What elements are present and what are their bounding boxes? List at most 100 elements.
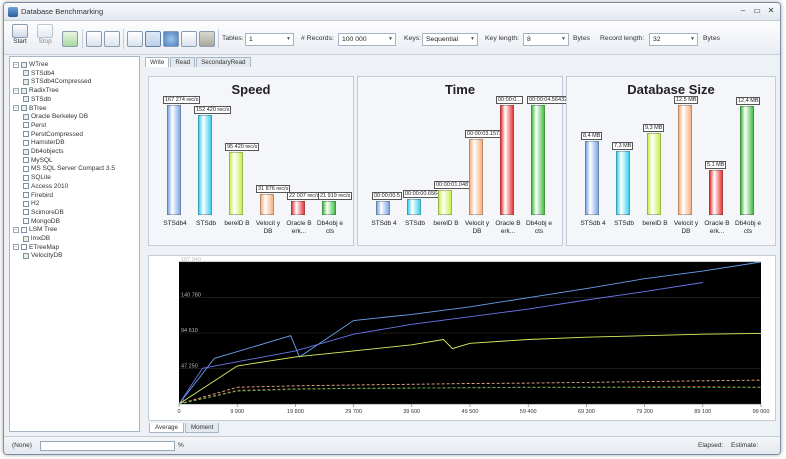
tree-node[interactable]: − WTree [13, 60, 48, 69]
tree-checkbox[interactable] [23, 122, 29, 129]
tree-node[interactable]: STSdb4Compressed [23, 77, 91, 86]
tree-node[interactable]: MySQL [23, 156, 53, 165]
percent-label: % [178, 442, 184, 449]
tree-checkbox[interactable] [21, 105, 27, 111]
tree-node[interactable]: − LSM Tree [13, 225, 57, 234]
tables-select[interactable]: 1 ▼ [245, 33, 294, 46]
tree-node[interactable]: HamsterDB [23, 138, 65, 147]
bar [167, 105, 181, 215]
tree-checkbox[interactable] [23, 131, 29, 138]
tree-node[interactable]: MongoDB [23, 217, 60, 226]
tree-checkbox[interactable] [23, 157, 29, 164]
tree-node[interactable]: STSdb4 [23, 69, 55, 78]
close-button[interactable]: ✕ [767, 6, 775, 15]
tree-checkbox[interactable] [21, 244, 27, 251]
tree-node[interactable]: − RadixTree [13, 86, 59, 95]
time-panel: Time 00:00:00.5 STSdb 4 00:00:00.6564218 STS… [357, 76, 576, 246]
maximize-button[interactable]: ▭ [753, 6, 761, 15]
stop-icon [37, 24, 53, 38]
tree-node[interactable]: SQLite [23, 173, 51, 182]
expander-icon[interactable]: − [13, 105, 19, 111]
tree-node[interactable]: Access 2010 [23, 182, 68, 191]
tree-node[interactable]: Db4objects [23, 147, 64, 156]
key-length-select[interactable]: 8 ▼ [523, 33, 569, 46]
tree-node-label: STSdb [31, 95, 51, 103]
tree-checkbox[interactable] [23, 183, 29, 190]
tree-checkbox[interactable] [23, 96, 29, 103]
tree-node-label: Db4objects [31, 148, 64, 155]
tab-moment[interactable]: Moment [184, 423, 220, 433]
tree-checkbox[interactable] [23, 70, 29, 77]
tree-node[interactable]: PerstCompressed [23, 130, 83, 139]
tree-node[interactable]: MS SQL Server Compact 3.5 [23, 164, 115, 173]
x-tick-label: 49 500 [462, 409, 479, 415]
tree-node[interactable]: Firebird [23, 191, 53, 200]
tree-checkbox[interactable] [21, 87, 27, 94]
tree-checkbox[interactable] [23, 165, 29, 172]
tree-node-label: ScimoreDB [31, 208, 64, 216]
value-label: 31 876 rec/s [256, 185, 291, 194]
chart-view-icon[interactable] [127, 31, 143, 47]
progress-line-chart: 0 47 250 94 610 140 780 187 040 0 9 900 19 800 2… [148, 255, 776, 421]
tree-node[interactable]: lmxDB [23, 234, 50, 243]
tree-checkbox[interactable] [23, 78, 29, 85]
folder-icon[interactable] [199, 31, 215, 47]
tree-node[interactable]: − BTree [13, 104, 46, 113]
x-tick-label: 69 300 [578, 409, 595, 415]
tree-node[interactable]: H2 [23, 199, 39, 208]
expander-icon[interactable]: − [13, 244, 19, 251]
tree-checkbox[interactable] [23, 209, 29, 216]
records-select[interactable]: 100 000 ▼ [338, 33, 396, 46]
database-tree[interactable]: − WTree STSdb4 STSdb4Compressed − RadixTree ST… [9, 56, 140, 432]
tree-checkbox[interactable] [23, 235, 29, 242]
tree-node[interactable]: VelocityDB [23, 251, 62, 260]
minimize-button[interactable]: – [740, 6, 746, 15]
excel-export-icon[interactable] [62, 31, 78, 47]
y-tick-label: 187 040 [181, 257, 201, 263]
expander-icon[interactable]: − [13, 61, 19, 68]
category-label: STSdb [614, 220, 634, 227]
tree-node-label: MySQL [31, 156, 53, 164]
tree-checkbox[interactable] [23, 192, 29, 198]
tab-write[interactable]: Write [145, 57, 170, 67]
tab-secondaryread[interactable]: SecondaryRead [196, 57, 251, 67]
expander-icon[interactable]: − [13, 226, 19, 233]
keys-select[interactable]: Sequential ▼ [422, 33, 478, 46]
tree-checkbox[interactable] [23, 200, 29, 207]
tree-node[interactable]: ScimoreDB [23, 208, 64, 217]
tab-read[interactable]: Read [170, 57, 196, 67]
category-label: STSdb4 [163, 220, 187, 227]
tree-node[interactable]: − ETreeMap [13, 243, 59, 252]
records-label: # Records: [301, 35, 334, 42]
status-bar: (None) % Elapsed: Estimate: [4, 436, 780, 454]
collapse-tree-icon[interactable] [104, 31, 120, 47]
globe-icon[interactable] [163, 31, 179, 47]
gear-icon[interactable] [181, 31, 197, 47]
category-label: Db4obj ects [525, 220, 553, 235]
tab-average[interactable]: Average [149, 423, 184, 433]
tree-node[interactable]: Perst [23, 121, 46, 130]
record-length-select[interactable]: 32 ▼ [649, 33, 698, 46]
x-tick-label: 79 200 [636, 409, 653, 415]
x-tick-label: 0 [177, 409, 180, 415]
tree-checkbox[interactable] [23, 218, 29, 225]
speed-panel: Speed 167 274 rec/s STSdb4 152 420 rec/s STS… [148, 76, 354, 246]
tree-node[interactable]: STSdb [23, 95, 51, 104]
tree-node[interactable]: Oracle Berkeley DB [23, 112, 88, 121]
tree-checkbox[interactable] [21, 226, 27, 233]
tree-node-label: STSdb4 [31, 69, 55, 77]
tree-checkbox[interactable] [21, 61, 27, 68]
expand-tree-icon[interactable] [86, 31, 102, 47]
tree-checkbox[interactable] [23, 252, 29, 259]
start-button[interactable]: Start [12, 24, 28, 45]
stop-button[interactable]: Stop [37, 24, 53, 45]
tree-checkbox[interactable] [23, 148, 29, 155]
tree-checkbox[interactable] [23, 174, 29, 181]
category-label: Db4obj ects [316, 220, 344, 235]
clock-icon[interactable] [145, 31, 161, 47]
app-window: Database Benchmarking – ▭ ✕ Start Stop T… [3, 2, 781, 455]
tree-checkbox[interactable] [23, 113, 29, 120]
tree-node-label: Access 2010 [31, 182, 69, 190]
tree-checkbox[interactable] [23, 139, 29, 146]
expander-icon[interactable]: − [13, 87, 19, 94]
